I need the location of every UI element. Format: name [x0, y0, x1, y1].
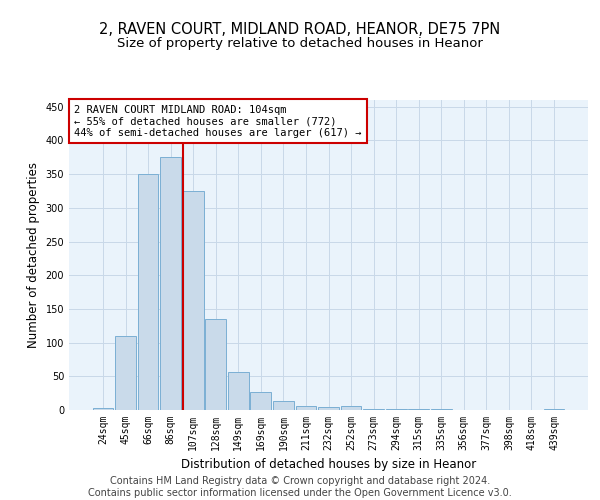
Text: 2, RAVEN COURT, MIDLAND ROAD, HEANOR, DE75 7PN: 2, RAVEN COURT, MIDLAND ROAD, HEANOR, DE… — [100, 22, 500, 38]
Bar — [296, 406, 316, 410]
X-axis label: Distribution of detached houses by size in Heanor: Distribution of detached houses by size … — [181, 458, 476, 471]
Bar — [115, 336, 136, 410]
Bar — [205, 319, 226, 410]
Bar — [318, 406, 339, 410]
Bar — [228, 372, 248, 410]
Bar — [92, 408, 113, 410]
Bar — [273, 400, 294, 410]
Y-axis label: Number of detached properties: Number of detached properties — [27, 162, 40, 348]
Bar — [544, 408, 565, 410]
Text: 2 RAVEN COURT MIDLAND ROAD: 104sqm
← 55% of detached houses are smaller (772)
44: 2 RAVEN COURT MIDLAND ROAD: 104sqm ← 55%… — [74, 104, 362, 138]
Text: Size of property relative to detached houses in Heanor: Size of property relative to detached ho… — [117, 38, 483, 51]
Bar — [341, 406, 361, 410]
Text: Contains HM Land Registry data © Crown copyright and database right 2024.
Contai: Contains HM Land Registry data © Crown c… — [88, 476, 512, 498]
Bar — [183, 191, 203, 410]
Bar — [250, 392, 271, 410]
Bar — [160, 158, 181, 410]
Bar — [363, 408, 384, 410]
Bar — [137, 174, 158, 410]
